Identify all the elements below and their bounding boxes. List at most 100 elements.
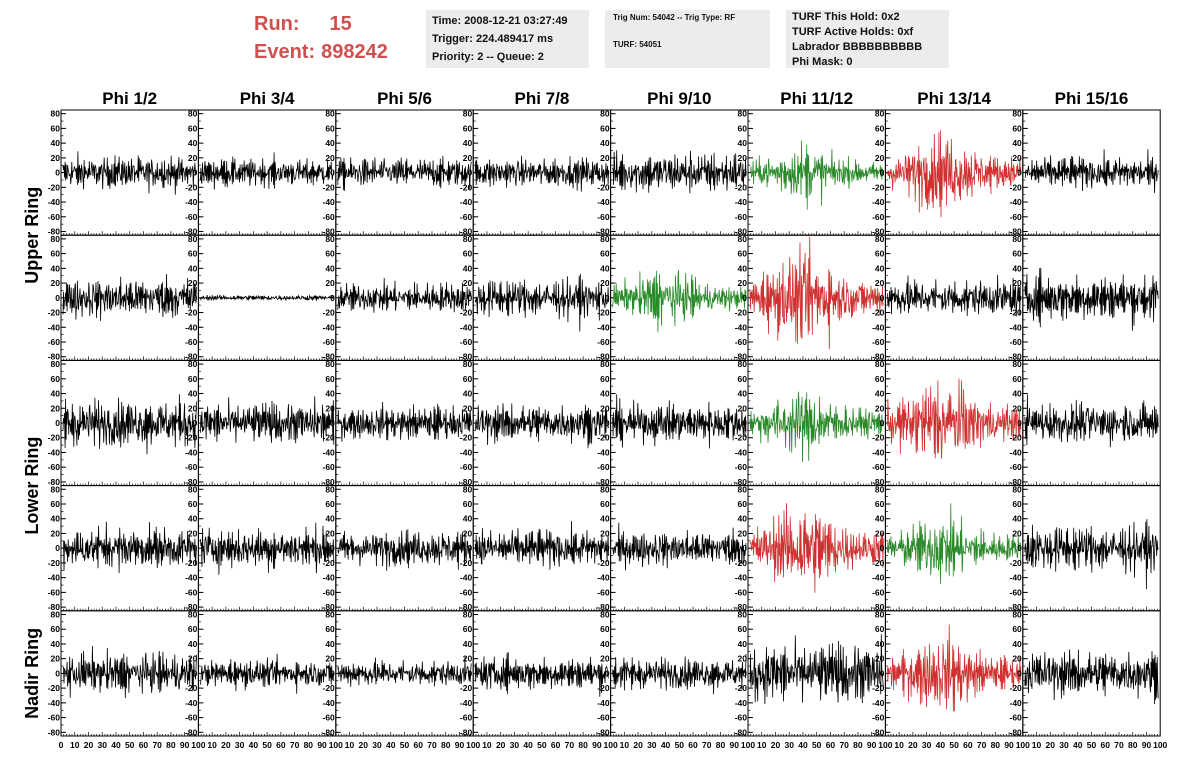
waveform-trace [1024,149,1159,194]
y-tick-label: 0 [1017,293,1022,303]
waveform-trace [474,273,609,332]
y-tick-label: -40 [872,447,885,457]
y-tick-label: -60 [597,212,610,222]
x-tick-label: 100 [329,740,343,750]
x-tick-label: 30 [1059,740,1069,750]
y-tick-label: 60 [738,123,748,133]
waveform-trace [749,236,884,350]
y-tick-label: 80 [188,109,198,119]
run-label: Run: [254,13,300,35]
y-tick-label: -60 [460,462,473,472]
x-tick-label: 30 [372,740,382,750]
y-tick-label: -80 [48,227,61,237]
x-tick-label: 40 [1073,740,1083,750]
y-tick-label: -60 [872,587,885,597]
y-tick-label: -60 [48,587,61,597]
y-tick-label: 0 [1017,418,1022,428]
x-tick-label: 70 [839,740,849,750]
y-tick-label: 0 [880,293,885,303]
y-tick-label: 60 [463,624,473,634]
y-tick-label: 0 [467,543,472,553]
x-tick-label: 70 [702,740,712,750]
waveform-trace [200,396,335,445]
y-tick-label: 80 [875,109,885,119]
y-tick-label: -40 [597,573,610,583]
y-tick-label: 60 [1012,624,1022,634]
y-tick-label: 20 [325,528,335,538]
y-tick-label: 80 [51,484,61,494]
x-tick-label: 10 [757,740,767,750]
y-tick-label: 60 [188,374,198,384]
y-tick-label: -60 [460,587,473,597]
x-tick-label: 10 [620,740,630,750]
y-tick-label: 80 [188,234,198,244]
y-tick-label: -60 [735,713,748,723]
y-tick-label: 40 [463,389,473,399]
x-tick-label: 80 [166,740,176,750]
y-tick-label: 20 [738,528,748,538]
y-tick-label: 40 [325,639,335,649]
y-tick-label: 80 [325,609,335,619]
y-tick-label: 80 [600,234,610,244]
y-tick-label: 60 [600,374,610,384]
waveform-trace [749,503,884,593]
x-tick-label: 20 [1046,740,1056,750]
trigger-text: Trigger: 224.489417 ms [432,33,554,45]
y-tick-label: 60 [463,249,473,259]
y-tick-label: 20 [463,654,473,664]
waveform-trace [887,378,1022,459]
y-tick-label: -40 [872,197,885,207]
y-tick-label: 80 [325,484,335,494]
y-tick-label: 60 [738,499,748,509]
run-value: 15 [329,13,352,35]
y-tick-label: -80 [735,727,748,737]
y-tick-label: 40 [1012,263,1022,273]
y-tick-label: 20 [325,654,335,664]
waveform-trace [612,522,747,571]
y-tick-label: 40 [600,138,610,148]
y-tick-label: -40 [460,573,473,583]
x-tick-label: 10 [482,740,492,750]
y-tick-label: 0 [742,418,747,428]
y-tick-label: 80 [600,359,610,369]
y-tick-label: 40 [875,639,885,649]
y-tick-label: 60 [1012,123,1022,133]
y-tick-label: 80 [188,484,198,494]
y-tick-label: 60 [51,624,61,634]
x-tick-label: 80 [1128,740,1138,750]
y-tick-label: -80 [460,602,473,612]
y-tick-label: -60 [460,212,473,222]
x-tick-label: 50 [537,740,547,750]
panel-frame [335,109,474,236]
y-tick-label: -80 [48,727,61,737]
y-tick-label: -40 [872,698,885,708]
y-tick-label: 0 [742,668,747,678]
y-tick-label: 20 [188,153,198,163]
run-event-header: Run: 15 Event: 898242 [254,10,388,66]
y-tick-label: -80 [48,602,61,612]
y-tick-label: 60 [325,499,335,509]
x-tick-label: 90 [730,740,740,750]
y-tick-label: 40 [51,263,61,273]
y-tick-label: 60 [1012,499,1022,509]
turf-num-text: TURF: 54051 [613,40,662,49]
y-tick-label: -60 [48,212,61,222]
y-tick-label: 0 [330,168,335,178]
x-tick-label: 30 [97,740,107,750]
y-tick-label: 40 [463,639,473,649]
ring-label: Nadir Ring [22,628,42,719]
y-tick-label: 40 [600,639,610,649]
y-tick-label: 40 [1012,389,1022,399]
y-tick-label: 0 [605,293,610,303]
y-tick-label: 80 [463,109,473,119]
y-tick-label: 80 [51,109,61,119]
x-tick-label: 100 [466,740,480,750]
y-tick-label: 40 [600,263,610,273]
y-tick-label: 20 [875,403,885,413]
y-tick-label: -40 [185,447,198,457]
y-tick-label: -20 [735,308,748,318]
waveform-trace [1024,649,1159,705]
y-tick-label: 0 [880,168,885,178]
column-header: Phi 13/14 [917,89,991,108]
